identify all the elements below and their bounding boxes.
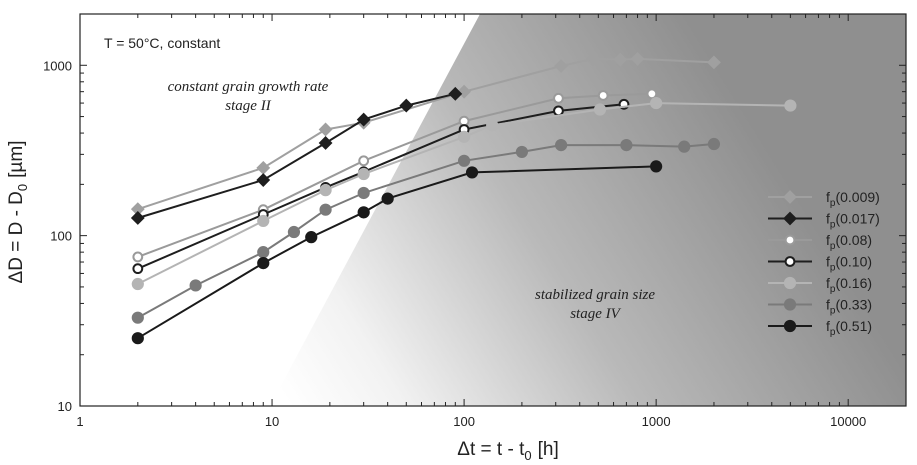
x-tick-label: 10000 <box>830 414 866 429</box>
series-6 <box>131 137 721 324</box>
data-point <box>553 105 564 117</box>
data-point <box>357 186 370 200</box>
data-point <box>256 173 271 187</box>
stage-ii-annotation-line2: stage II <box>225 98 271 114</box>
data-point <box>620 138 633 152</box>
legend-label: fp(0.33) <box>826 297 872 317</box>
data-point <box>555 138 568 152</box>
series-line <box>137 57 715 211</box>
data-point <box>257 256 270 270</box>
data-point <box>358 155 370 167</box>
data-point <box>130 211 145 225</box>
data-point <box>357 206 370 219</box>
legend: fp(0.009)fp(0.017)fp(0.08)fp(0.10)fp(0.1… <box>768 189 880 338</box>
data-point <box>593 103 607 116</box>
data-point <box>319 203 332 216</box>
data-point <box>707 55 721 70</box>
legend-item: fp(0.10) <box>768 254 872 274</box>
legend-swatch-marker <box>783 276 797 290</box>
legend-label: fp(0.08) <box>826 232 872 252</box>
x-tick-label: 1000 <box>642 414 671 429</box>
data-point <box>319 184 332 197</box>
stage-iv-annotation-line2: stage IV <box>570 306 621 322</box>
data-point <box>356 112 371 127</box>
y-axis-title-subscript: 0 <box>15 184 30 191</box>
data-point <box>448 86 463 101</box>
y-tick-label: 100 <box>50 229 72 244</box>
plot-frame <box>79 13 907 407</box>
stage-ii-annotation-line1: constant grain growth rate <box>168 79 329 95</box>
data-point <box>554 59 569 73</box>
data-point <box>132 251 144 263</box>
series-2 <box>130 86 463 225</box>
x-axis-title-subscript: 0 <box>524 448 531 463</box>
stage-iv-annotation-line1: stabilized grain size <box>535 287 655 303</box>
legend-item: fp(0.08) <box>768 232 872 252</box>
data-point <box>318 122 333 137</box>
legend-swatch-marker <box>783 190 797 204</box>
data-point <box>357 167 370 181</box>
data-point <box>646 88 658 100</box>
y-axis-title: ΔD = D - D0[µm] <box>6 141 30 284</box>
legend-item: fp(0.33) <box>768 297 872 317</box>
legend-label: fp(0.10) <box>826 254 872 274</box>
data-point <box>597 90 609 101</box>
legend-item: fp(0.009) <box>768 189 880 209</box>
legend-swatch-marker <box>784 256 796 267</box>
legend-label: fp(0.16) <box>826 275 872 295</box>
legend-label: fp(0.51) <box>826 318 872 338</box>
data-point <box>399 98 414 113</box>
x-tick-label: 1 <box>76 414 83 429</box>
data-point <box>650 160 663 173</box>
data-point <box>131 277 144 291</box>
legend-swatch-marker <box>783 319 797 333</box>
data-point <box>515 145 529 159</box>
data-point <box>650 96 663 110</box>
data-point <box>287 225 301 239</box>
legend-swatch-marker <box>783 298 797 311</box>
data-point <box>707 137 721 151</box>
data-point <box>318 136 333 150</box>
series-line <box>137 92 456 219</box>
data-point <box>678 140 691 153</box>
legend-label: fp(0.017) <box>826 211 880 231</box>
stage-iv-gradient-region <box>270 14 906 406</box>
data-point <box>784 99 797 112</box>
legend-swatch-marker <box>784 234 796 246</box>
data-point <box>132 263 144 275</box>
data-point <box>257 246 270 259</box>
x-tick-label: 10 <box>265 414 279 429</box>
legend-swatch-marker <box>783 211 797 226</box>
legend-item: fp(0.51) <box>768 318 872 338</box>
data-point <box>630 51 645 66</box>
data-point <box>257 214 270 228</box>
legend-label: fp(0.009) <box>826 189 880 209</box>
data-point <box>486 119 499 132</box>
legend-item: fp(0.017) <box>768 211 880 231</box>
data-point <box>381 192 394 205</box>
series-5 <box>131 96 797 291</box>
series-line <box>137 143 715 319</box>
y-tick-label: 10 <box>58 399 72 414</box>
axis-ticks: 1 10 100 1000 10000 10 100 1000 <box>43 13 907 429</box>
plot-area <box>79 13 907 407</box>
data-point <box>305 231 318 244</box>
legend-item: fp(0.16) <box>768 275 872 295</box>
y-tick-label: 1000 <box>43 58 72 73</box>
x-axis-title: Δt = t - t0 [h] <box>457 439 558 463</box>
series-7 <box>131 160 663 345</box>
series-layer <box>130 51 797 345</box>
x-tick-label: 100 <box>453 414 475 429</box>
data-point <box>586 51 601 66</box>
data-point <box>553 92 564 104</box>
data-point <box>131 332 144 345</box>
data-point <box>613 52 628 67</box>
data-point <box>457 154 471 167</box>
data-point <box>465 166 479 179</box>
data-point <box>189 279 202 292</box>
condition-annotation: T = 50°C, constant <box>104 35 220 51</box>
data-point <box>131 311 144 324</box>
data-point <box>457 130 471 143</box>
